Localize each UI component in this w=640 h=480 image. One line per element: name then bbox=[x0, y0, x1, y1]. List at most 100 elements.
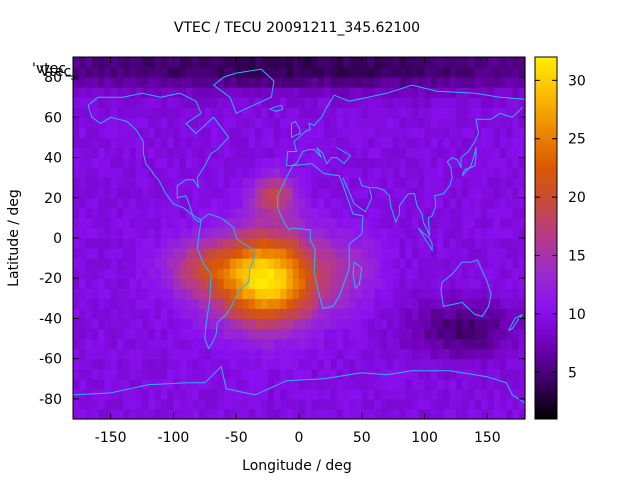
heatmap-cell bbox=[506, 318, 514, 330]
heatmap-cell bbox=[487, 97, 495, 108]
heatmap-cell bbox=[116, 248, 124, 259]
heatmap-cell bbox=[123, 57, 131, 68]
heatmap-cell bbox=[481, 97, 488, 108]
heatmap-cell bbox=[512, 157, 520, 169]
heatmap-cell bbox=[204, 328, 212, 340]
heatmap-cell bbox=[342, 97, 350, 108]
heatmap-cell bbox=[135, 217, 143, 229]
heatmap-cell bbox=[317, 207, 325, 219]
heatmap-cell bbox=[336, 107, 344, 118]
heatmap-cell bbox=[311, 87, 319, 98]
heatmap-cell bbox=[512, 107, 520, 118]
heatmap-cell bbox=[204, 187, 212, 199]
heatmap-cell bbox=[129, 197, 137, 209]
heatmap-cell bbox=[449, 368, 457, 380]
heatmap-cell bbox=[229, 177, 237, 189]
heatmap-cell bbox=[242, 197, 250, 209]
heatmap-cell bbox=[493, 157, 501, 169]
heatmap-cell bbox=[236, 368, 244, 380]
heatmap-cell bbox=[211, 167, 218, 179]
heatmap-cell bbox=[123, 248, 131, 259]
heatmap-cell bbox=[361, 147, 369, 159]
heatmap-cell bbox=[305, 258, 313, 269]
heatmap-cell bbox=[455, 348, 463, 360]
heatmap-cell bbox=[204, 157, 212, 169]
heatmap-cell bbox=[368, 87, 375, 98]
heatmap-cell bbox=[186, 137, 193, 149]
heatmap-cell bbox=[104, 328, 112, 340]
heatmap-cell bbox=[280, 67, 288, 78]
heatmap-cell bbox=[173, 248, 181, 259]
heatmap-cell bbox=[229, 248, 237, 259]
heatmap-cell bbox=[123, 308, 131, 320]
chart-title: VTEC / TECU 20091211_345.62100 bbox=[174, 20, 420, 36]
heatmap-cell bbox=[430, 318, 438, 330]
heatmap-cell bbox=[167, 268, 175, 279]
heatmap-cell bbox=[487, 348, 495, 360]
heatmap-cell bbox=[412, 147, 419, 159]
heatmap-cell bbox=[481, 127, 488, 139]
heatmap-cell bbox=[455, 127, 463, 139]
heatmap-cell bbox=[506, 207, 514, 219]
heatmap-cell bbox=[380, 217, 388, 229]
heatmap-cell bbox=[267, 348, 275, 360]
heatmap-cell bbox=[506, 137, 514, 149]
heatmap-cell bbox=[418, 87, 426, 98]
heatmap-cell bbox=[98, 97, 105, 108]
heatmap-cell bbox=[104, 197, 112, 209]
heatmap-cell bbox=[148, 107, 156, 118]
heatmap-cell bbox=[192, 338, 200, 350]
heatmap-cell bbox=[286, 137, 294, 149]
heatmap-cell bbox=[236, 57, 244, 68]
heatmap-cell bbox=[518, 87, 526, 98]
heatmap-cell bbox=[135, 137, 143, 149]
heatmap-cell bbox=[493, 348, 501, 360]
heatmap-cell bbox=[248, 328, 256, 340]
heatmap-cell bbox=[110, 268, 118, 279]
heatmap-cell bbox=[248, 197, 256, 209]
heatmap-cell bbox=[198, 217, 206, 229]
heatmap-cell bbox=[493, 368, 501, 380]
heatmap-cell bbox=[229, 167, 237, 179]
heatmap-cell bbox=[324, 308, 331, 320]
heatmap-cell bbox=[437, 358, 444, 370]
heatmap-cell bbox=[192, 358, 200, 370]
heatmap-cell bbox=[179, 358, 187, 370]
heatmap-cell bbox=[160, 238, 168, 249]
heatmap-cell bbox=[336, 268, 344, 279]
heatmap-cell bbox=[399, 378, 407, 390]
heatmap-cell bbox=[192, 157, 200, 169]
heatmap-cell bbox=[248, 67, 256, 78]
heatmap-cell bbox=[368, 258, 375, 269]
heatmap-cell bbox=[123, 167, 131, 179]
heatmap-cell bbox=[167, 217, 175, 229]
heatmap-cell bbox=[73, 87, 80, 98]
heatmap-cell bbox=[455, 147, 463, 159]
heatmap-cell bbox=[355, 268, 363, 279]
heatmap-cell bbox=[186, 197, 193, 209]
heatmap-cell bbox=[79, 217, 87, 229]
heatmap-cell bbox=[481, 87, 488, 98]
heatmap-cell bbox=[405, 258, 413, 269]
heatmap-cell bbox=[160, 177, 168, 189]
heatmap-cell bbox=[418, 197, 426, 209]
heatmap-cell bbox=[405, 298, 413, 309]
heatmap-cell bbox=[393, 378, 401, 390]
heatmap-cell bbox=[160, 127, 168, 139]
heatmap-cell bbox=[374, 107, 382, 118]
heatmap-cell bbox=[487, 107, 495, 118]
heatmap-cell bbox=[355, 197, 363, 209]
heatmap-cell bbox=[299, 77, 306, 88]
heatmap-cell bbox=[462, 127, 470, 139]
heatmap-cell bbox=[73, 378, 80, 390]
heatmap-cell bbox=[160, 358, 168, 370]
heatmap-cell bbox=[98, 137, 105, 149]
heatmap-cell bbox=[116, 127, 124, 139]
heatmap-cell bbox=[342, 308, 350, 320]
heatmap-cell bbox=[443, 177, 451, 189]
heatmap-cell bbox=[405, 348, 413, 360]
heatmap-cell bbox=[449, 388, 457, 400]
heatmap-cell bbox=[430, 147, 438, 159]
heatmap-cell bbox=[443, 268, 451, 279]
heatmap-cell bbox=[499, 318, 507, 330]
